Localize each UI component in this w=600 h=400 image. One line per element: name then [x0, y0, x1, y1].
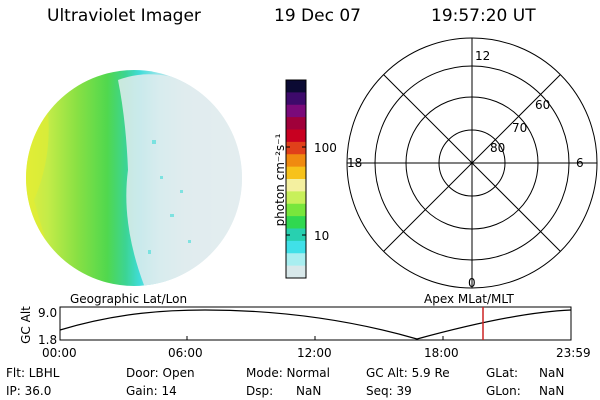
gc-alt-info: GC Alt: 5.9 Re — [366, 366, 450, 380]
colorbar-swatch — [286, 129, 306, 143]
geo-caption: Geographic Lat/Lon — [70, 292, 188, 306]
mlt-label-0: 0 — [468, 276, 476, 290]
ytick-1-8: 1.8 — [38, 333, 58, 347]
mlt-label-12: 12 — [475, 49, 491, 63]
ip-info: IP: 36.0 — [6, 384, 52, 398]
colorbar-tick-10: 10 — [314, 229, 330, 243]
timeline-ylabel: GC Alt — [19, 306, 33, 344]
ytick-9: 9.0 — [38, 306, 58, 320]
filter-info: Flt: LBHL — [6, 366, 60, 380]
colorbar-swatch — [286, 166, 306, 180]
colorbar-swatch — [286, 154, 306, 168]
dsp-label: Dsp: — [246, 384, 274, 398]
colorbar-swatch — [286, 141, 306, 155]
dsp-value: NaN — [296, 384, 322, 398]
glat-value: NaN — [539, 366, 565, 380]
glon-label: GLon: — [486, 384, 521, 398]
xtick-1800: 18:00 — [424, 346, 459, 360]
colorbar-swatch — [286, 191, 306, 205]
xtick-2359: 23:59 — [556, 346, 591, 360]
colorbar-swatch — [286, 179, 306, 192]
gain-info: Gain: 14 — [126, 384, 177, 398]
colorbar-swatch — [286, 216, 306, 230]
colorbar-swatch — [286, 253, 306, 267]
xtick-0600: 06:00 — [168, 346, 203, 360]
mlt-label-6: 6 — [576, 156, 584, 170]
colorbar-swatch — [286, 203, 306, 217]
colorbar-swatch — [286, 228, 306, 242]
colorbar-swatch — [286, 80, 306, 93]
door-info: Door: Open — [126, 366, 195, 380]
date-label: 19 Dec 07 — [274, 6, 361, 26]
colorbar-swatch — [286, 265, 306, 279]
mode-info: Mode: Normal — [246, 366, 330, 380]
glat-label: GLat: — [486, 366, 519, 380]
lat-label-80: 80 — [490, 141, 506, 155]
time-label: 19:57:20 UT — [431, 6, 536, 26]
xtick-0000: 00:00 — [42, 346, 77, 360]
colorbar-swatch — [286, 240, 306, 254]
apex-caption: Apex MLat/MLT — [424, 292, 514, 306]
mlt-label-18: 18 — [347, 156, 363, 170]
lat-label-60: 60 — [535, 98, 551, 112]
glon-value: NaN — [539, 384, 565, 398]
colorbar-swatch — [286, 92, 306, 106]
instrument-title: Ultraviolet Imager — [47, 6, 201, 26]
xtick-1200: 12:00 — [297, 346, 332, 360]
lat-label-70: 70 — [512, 121, 528, 135]
colorbar-swatch — [286, 117, 306, 131]
colorbar-tick-100: 100 — [314, 141, 337, 155]
colorbar-swatch — [286, 104, 306, 118]
seq-info: Seq: 39 — [366, 384, 412, 398]
